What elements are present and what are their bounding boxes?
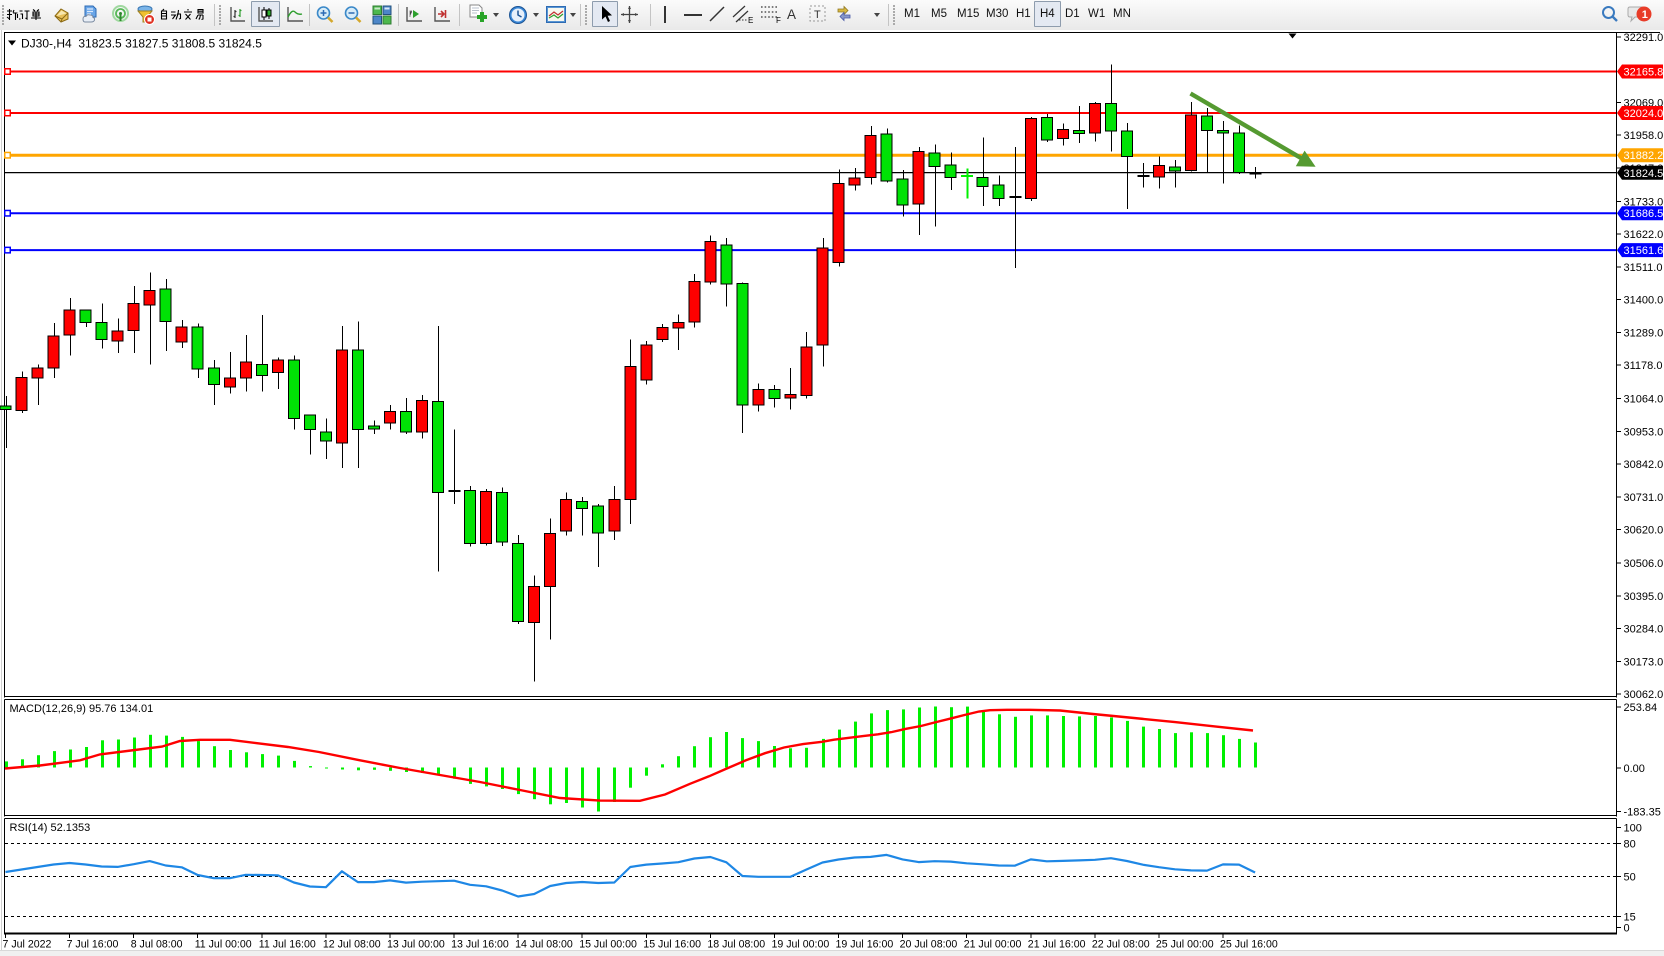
svg-text:32165.8: 32165.8 xyxy=(1624,67,1664,79)
svg-text:31882.2: 31882.2 xyxy=(1624,150,1664,162)
svg-text:19 Jul 00:00: 19 Jul 00:00 xyxy=(772,939,830,951)
svg-text:14 Jul 08:00: 14 Jul 08:00 xyxy=(515,939,573,951)
svg-text:100: 100 xyxy=(1624,823,1642,835)
svg-text:31958.0: 31958.0 xyxy=(1624,130,1664,142)
svg-text:50: 50 xyxy=(1624,871,1636,883)
svg-text:15 Jul 16:00: 15 Jul 16:00 xyxy=(643,939,701,951)
svg-text:30395.0: 30395.0 xyxy=(1624,591,1664,603)
svg-text:30953.0: 30953.0 xyxy=(1624,426,1664,438)
svg-text:31064.0: 31064.0 xyxy=(1624,394,1664,406)
svg-text:25 Jul 00:00: 25 Jul 00:00 xyxy=(1156,939,1214,951)
svg-text:31178.0: 31178.0 xyxy=(1624,360,1663,372)
svg-text:30062.0: 30062.0 xyxy=(1624,689,1664,701)
svg-text:30620.0: 30620.0 xyxy=(1624,525,1664,537)
svg-text:25 Jul 16:00: 25 Jul 16:00 xyxy=(1220,939,1278,951)
svg-text:0: 0 xyxy=(1624,923,1630,935)
svg-text:32024.0: 32024.0 xyxy=(1624,108,1664,120)
svg-text:15: 15 xyxy=(1624,911,1636,923)
svg-text:31733.0: 31733.0 xyxy=(1624,196,1664,208)
svg-text:32291.0: 32291.0 xyxy=(1624,32,1664,44)
svg-text:30842.0: 30842.0 xyxy=(1624,459,1664,471)
svg-text:12 Jul 08:00: 12 Jul 08:00 xyxy=(323,939,381,951)
svg-text:1: 1 xyxy=(1642,9,1648,21)
svg-text:F: F xyxy=(776,16,781,24)
svg-text:E: E xyxy=(748,16,753,24)
svg-text:30284.0: 30284.0 xyxy=(1624,624,1664,636)
svg-text:31622.0: 31622.0 xyxy=(1624,229,1664,241)
svg-text:7 Jul 2022: 7 Jul 2022 xyxy=(3,939,52,951)
svg-text:31686.5: 31686.5 xyxy=(1624,208,1664,220)
svg-text:7 Jul 16:00: 7 Jul 16:00 xyxy=(67,939,119,951)
svg-text:31561.6: 31561.6 xyxy=(1624,245,1664,257)
svg-text:RSI(14) 52.1353: RSI(14) 52.1353 xyxy=(10,822,91,834)
svg-text:30731.0: 30731.0 xyxy=(1624,492,1664,504)
svg-text:11 Jul 16:00: 11 Jul 16:00 xyxy=(259,939,316,951)
svg-text:DJ30-,H4 31823.5 31827.5 3180: DJ30-,H4 31823.5 31827.5 31808.5 31824.5 xyxy=(21,37,262,51)
svg-text:0.00: 0.00 xyxy=(1624,763,1645,775)
svg-text:MACD(12,26,9) 95.76 134.01: MACD(12,26,9) 95.76 134.01 xyxy=(10,703,154,715)
svg-text:31400.0: 31400.0 xyxy=(1624,295,1664,307)
svg-text:30506.0: 30506.0 xyxy=(1624,558,1664,570)
svg-text:18 Jul 08:00: 18 Jul 08:00 xyxy=(707,939,765,951)
svg-text:13 Jul 00:00: 13 Jul 00:00 xyxy=(387,939,445,951)
svg-text:22 Jul 08:00: 22 Jul 08:00 xyxy=(1092,939,1150,951)
svg-text:15 Jul 00:00: 15 Jul 00:00 xyxy=(579,939,637,951)
svg-text:21 Jul 00:00: 21 Jul 00:00 xyxy=(964,939,1022,951)
svg-text:253.84: 253.84 xyxy=(1624,702,1658,714)
svg-text:31289.0: 31289.0 xyxy=(1624,327,1664,339)
svg-text:11 Jul 00:00: 11 Jul 00:00 xyxy=(195,939,252,951)
svg-text:30173.0: 30173.0 xyxy=(1624,656,1664,668)
svg-text:20 Jul 08:00: 20 Jul 08:00 xyxy=(900,939,958,951)
svg-text:13 Jul 16:00: 13 Jul 16:00 xyxy=(451,939,509,951)
svg-text:80: 80 xyxy=(1624,838,1636,850)
svg-text:8 Jul 08:00: 8 Jul 08:00 xyxy=(131,939,183,951)
svg-text:T: T xyxy=(814,9,821,21)
svg-text:-183.35: -183.35 xyxy=(1624,807,1661,819)
svg-text:21 Jul 16:00: 21 Jul 16:00 xyxy=(1028,939,1086,951)
svg-text:31511.0: 31511.0 xyxy=(1624,262,1663,274)
svg-text:31824.5: 31824.5 xyxy=(1624,168,1664,180)
svg-text:19 Jul 16:00: 19 Jul 16:00 xyxy=(836,939,894,951)
